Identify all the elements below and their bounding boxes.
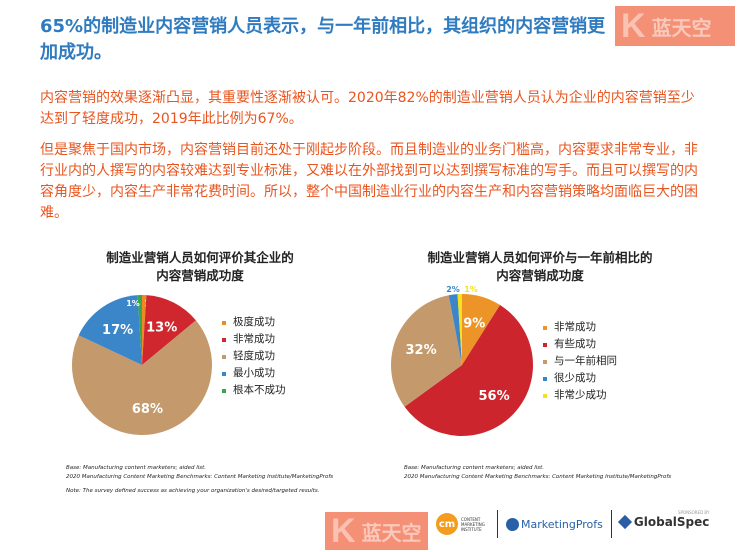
legend-swatch: [222, 371, 226, 376]
pie-data-label-3: 32%: [406, 343, 437, 358]
chart2-title-line2: 内容营销成功度: [496, 268, 584, 283]
chart1-title-line1: 制造业营销人员如何评价其企业的: [106, 250, 294, 265]
pie-data-label-4: 2%: [446, 285, 460, 294]
legend-item: 轻度成功: [222, 348, 286, 365]
legend-label: 有些成功: [554, 338, 596, 350]
legend-label: 根本不成功: [233, 384, 286, 396]
pie-slice-5: [457, 294, 462, 365]
legend-label: 非常成功: [554, 321, 596, 333]
pie-data-label-4: 17%: [102, 323, 133, 338]
watermark-k: K: [621, 6, 646, 45]
pie-slice-1: [142, 295, 147, 365]
globalspec-icon: [617, 514, 632, 529]
pie-data-label-2: 56%: [479, 389, 510, 404]
pie-slice-2: [142, 295, 196, 365]
legend-label: 轻度成功: [233, 350, 275, 362]
legend-label: 极度成功: [233, 316, 275, 328]
pie-slice-4: [78, 295, 142, 365]
globalspec-logo: SPONSORED BY GlobalSpec: [617, 510, 709, 529]
legend-item: 最小成功: [222, 365, 286, 382]
divider: [610, 510, 612, 538]
legend-item: 与一年前相同: [543, 353, 617, 370]
cmi-mark: cm: [436, 513, 458, 535]
watermark-k: K: [331, 511, 356, 550]
cmi-text: CONTENT MARKETING INSTITUTE: [461, 516, 485, 532]
watermark-logo: K 蓝天空: [615, 6, 735, 46]
legend-swatch: [543, 393, 547, 398]
chart2-legend: 非常成功有些成功与一年前相同 很少成功非常少成功: [543, 319, 617, 404]
watermark-text: 蓝天空: [651, 15, 712, 40]
paragraph-2: 但是聚焦于国内市场，内容营销目前还处于刚起步阶段。而且制造业的业务门槛高，内容要…: [40, 142, 698, 221]
legend-swatch: [222, 354, 226, 359]
chart1-title-line2: 内容营销成功度: [156, 268, 244, 283]
legend-item: 非常少成功: [543, 387, 617, 404]
legend-swatch: [543, 376, 547, 381]
footnote-right: Base: Manufacturing content marketers; a…: [404, 464, 671, 481]
pie-slice-3: [391, 295, 462, 407]
legend-label: 非常成功: [233, 333, 275, 345]
globalspec-text: GlobalSpec: [633, 514, 710, 529]
pie-data-label-5: 1%: [126, 299, 140, 308]
footnote-source: 2020 Manufacturing Content Marketing Ben…: [66, 473, 334, 480]
pie-data-label-3: 68%: [132, 402, 163, 417]
footnote-source: 2020 Manufacturing Content Marketing Ben…: [404, 473, 672, 480]
footnote-base: Base: Manufacturing content marketers; a…: [66, 465, 207, 471]
legend-swatch: [222, 320, 226, 325]
cmi-logo: cm CONTENT MARKETING INSTITUTE: [436, 513, 489, 535]
marketingprofs-text: MarketingProfs: [521, 517, 603, 531]
legend-swatch: [543, 342, 547, 347]
divider: [497, 510, 498, 538]
legend-swatch: [543, 359, 547, 364]
paragraph-1: 内容营销的效果逐渐凸显，其重要性逐渐被认可。2020年82%的制造业营销人员认为…: [40, 90, 695, 127]
pie-data-label-1: 9%: [463, 317, 485, 332]
page-title: 65%的制造业内容营销人员表示，与一年前相比，其组织的内容营销更加成功。: [40, 16, 606, 63]
pie-slice-3: [72, 320, 213, 435]
footnote-base: Base: Manufacturing content marketers; a…: [404, 465, 545, 471]
marketingprofs-icon: [506, 517, 519, 531]
legend-swatch: [222, 337, 226, 342]
legend-label: 很少成功: [554, 372, 596, 384]
chart1-pie: 1%13%68%17%1%: [72, 295, 213, 435]
chart2-pie: 9% 56% 32% 2% 1%: [391, 285, 533, 436]
pie-slice-1: [462, 294, 501, 365]
chart2-title: 制造业营销人员如何评价与一年前相比的 内容营销成功度: [410, 249, 670, 285]
watermark-logo-bottom: K 蓝天空: [325, 512, 428, 550]
intro-section: 65%的制造业内容营销人员表示，与一年前相比，其组织的内容营销更加成功。 内容营…: [40, 14, 700, 234]
pie-slice-4: [448, 294, 462, 365]
legend-item: 很少成功: [543, 370, 617, 387]
legend-item: 极度成功: [222, 314, 286, 331]
pie-slice-5: [137, 295, 142, 365]
legend-item: 非常成功: [222, 331, 286, 348]
legend-swatch: [543, 325, 547, 330]
chart2-title-line1: 制造业营销人员如何评价与一年前相比的: [427, 250, 653, 265]
footnote-note: Note: The survey defined success as achi…: [66, 488, 320, 494]
chart1-title: 制造业营销人员如何评价其企业的 内容营销成功度: [80, 249, 320, 285]
legend-item: 非常成功: [543, 319, 617, 336]
pie-data-label-2: 13%: [146, 320, 177, 335]
legend-label: 非常少成功: [554, 389, 607, 401]
chart1-legend: 极度成功非常成功轻度成功最小成功根本不成功: [222, 314, 286, 399]
pie-data-label-5: 1%: [464, 285, 478, 294]
marketingprofs-logo: MarketingProfs: [506, 517, 603, 531]
pie-slice-2: [404, 305, 533, 436]
legend-label: 与一年前相同: [554, 355, 617, 367]
sponsor-logos: cm CONTENT MARKETING INSTITUTE Marketing…: [436, 510, 709, 538]
legend-item: 有些成功: [543, 336, 617, 353]
legend-item: 根本不成功: [222, 382, 286, 399]
legend-label: 最小成功: [233, 367, 275, 379]
footnote-left: Base: Manufacturing content marketers; a…: [66, 464, 333, 496]
legend-swatch: [222, 388, 226, 393]
sponsored-by-label: SPONSORED BY: [677, 509, 710, 515]
watermark-text: 蓝天空: [361, 520, 422, 545]
